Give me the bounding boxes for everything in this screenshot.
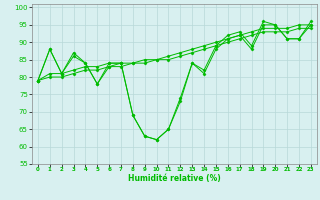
X-axis label: Humidité relative (%): Humidité relative (%) (128, 174, 221, 183)
